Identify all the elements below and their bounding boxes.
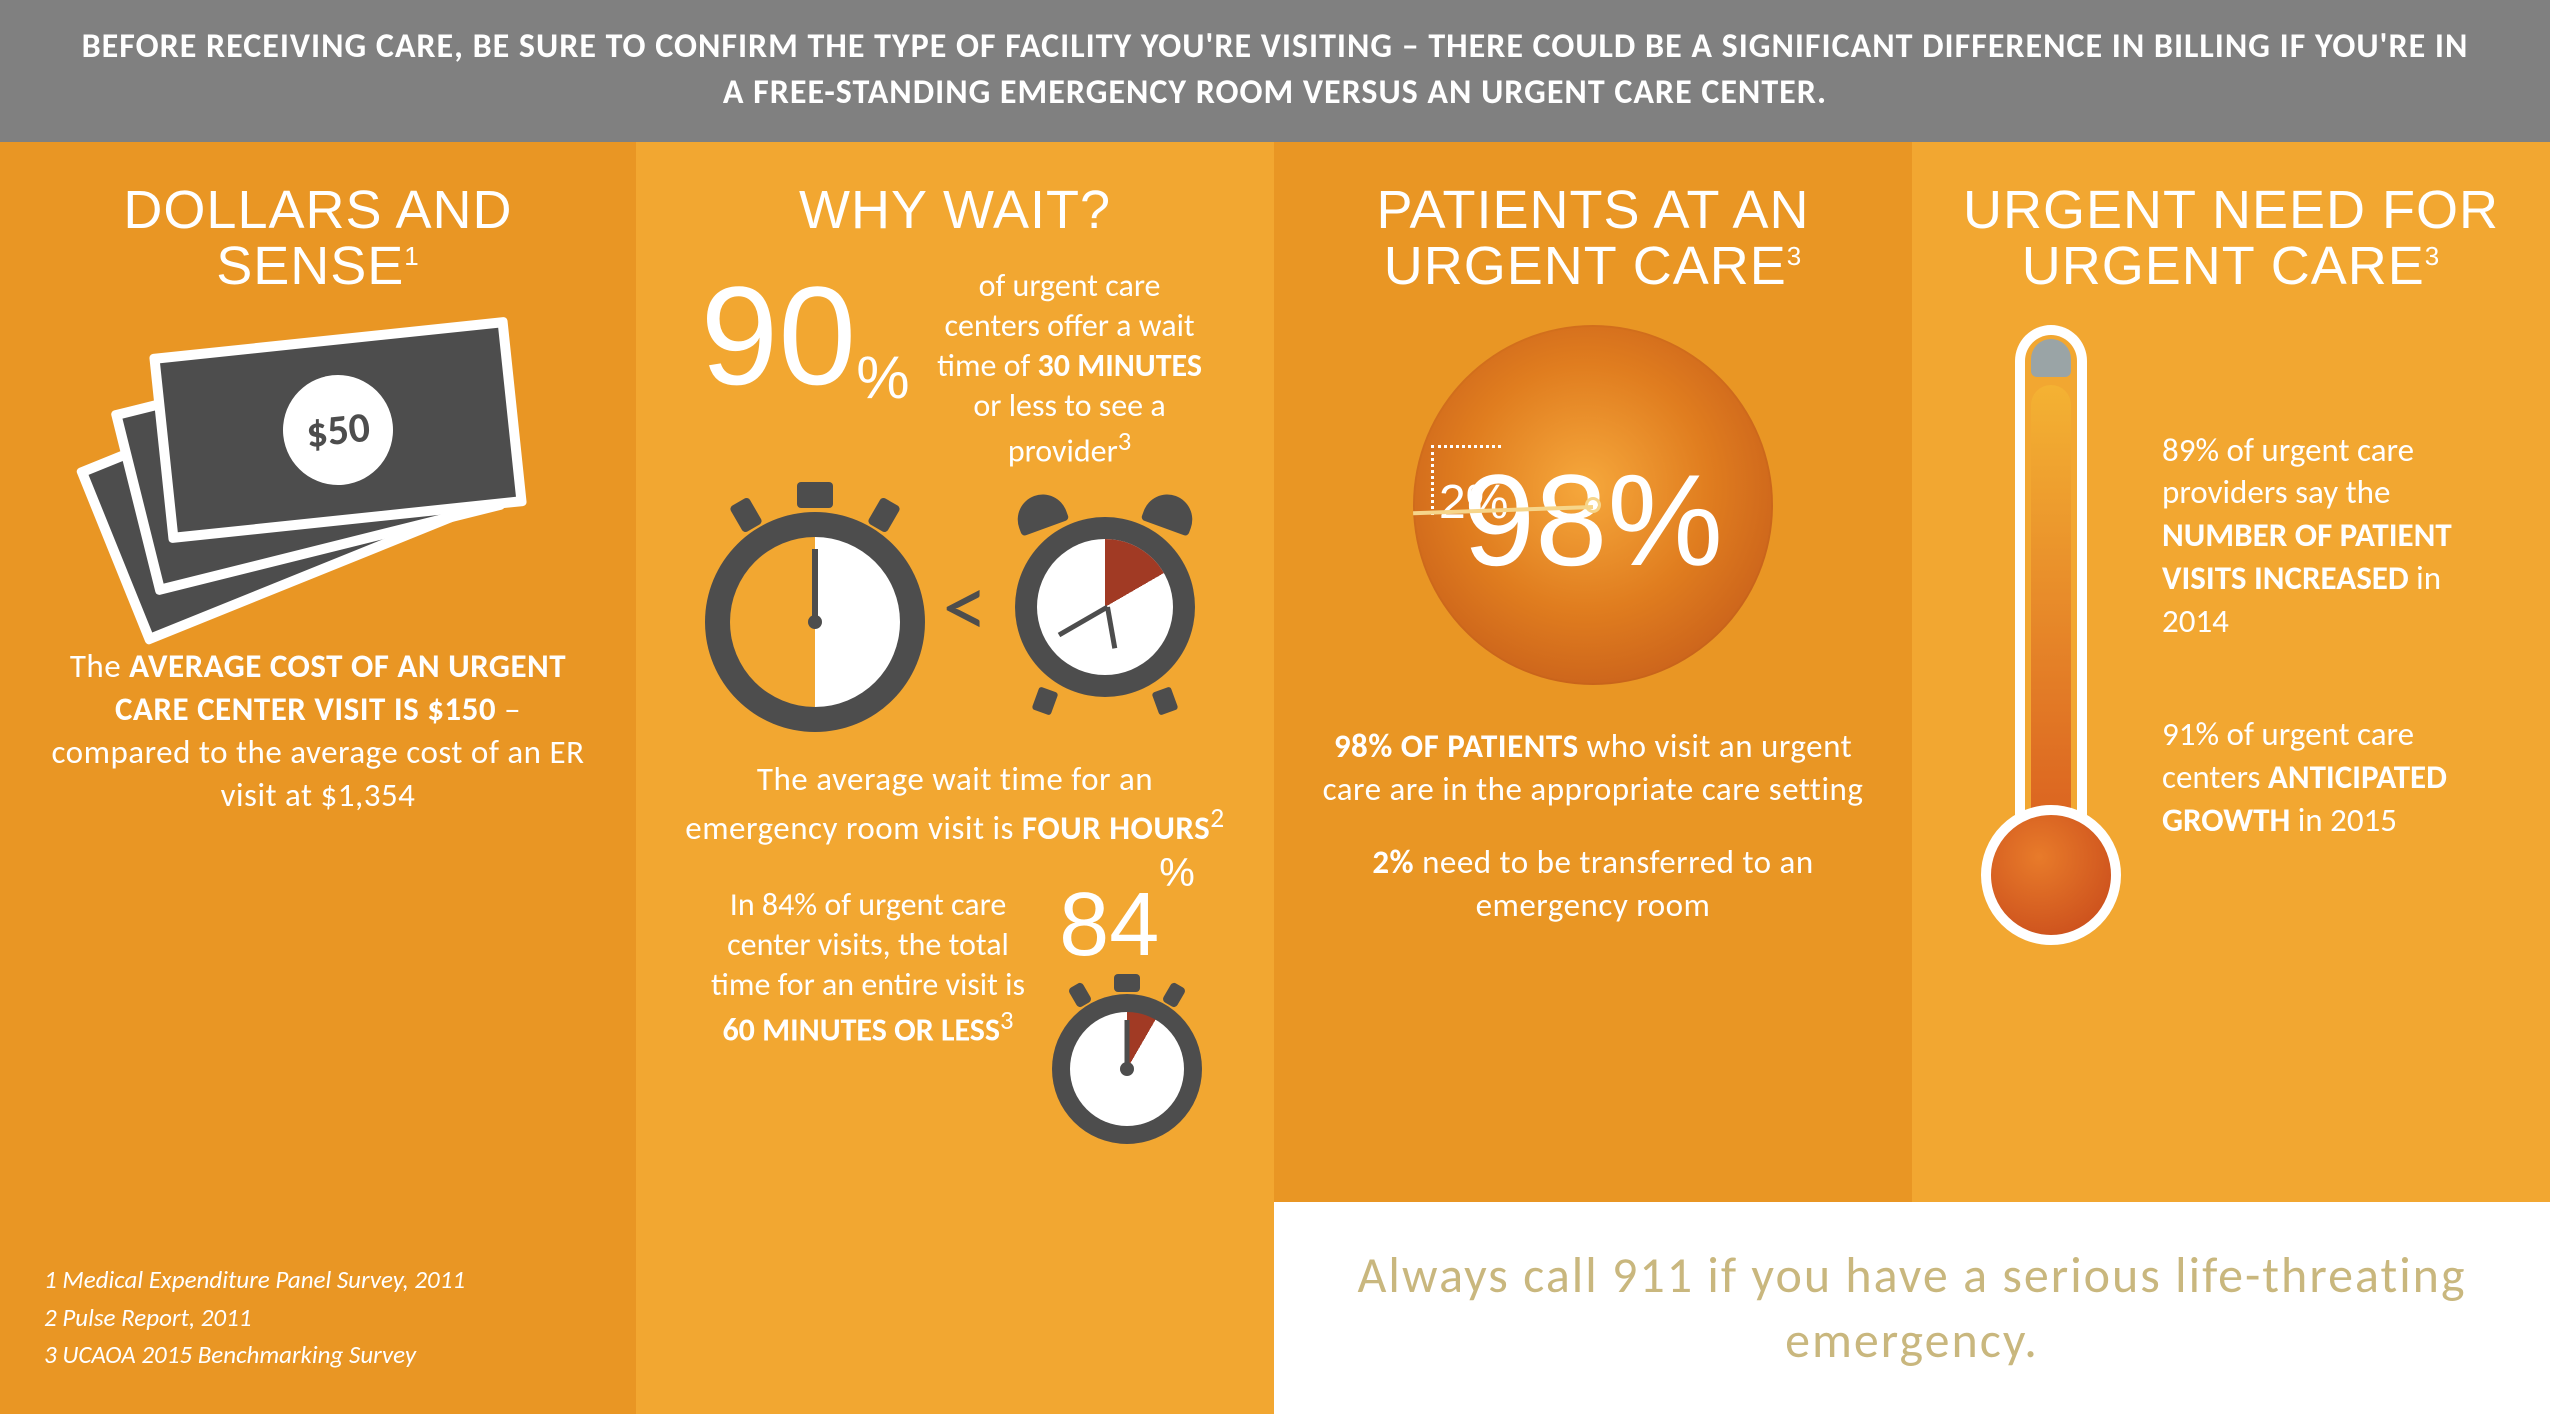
ninety-c: or less to see a provider — [973, 386, 1165, 471]
col1-title-sup: 1 — [404, 241, 419, 271]
col4-title-l1: URGENT NEED FOR — [1963, 180, 2499, 240]
p2c: in 2015 — [2290, 800, 2397, 840]
footnote-3: 3 UCAOA 2015 Benchmarking Survey — [44, 1336, 465, 1374]
ninety-text: of urgent care centers offer a wait time… — [930, 266, 1210, 472]
eightyfour-text: In 84% of urgent care center visits, the… — [708, 885, 1028, 1051]
col-dollars: DOLLARS AND SENSE1 $50 The AVERAGE COST … — [0, 142, 636, 1414]
col4-p1: 89% of urgent care providers say the NUM… — [2162, 429, 2506, 643]
ninety-num: 90 — [700, 257, 856, 414]
col1-body-pre: The — [70, 646, 129, 686]
col4-title-l2: URGENT CARE — [2022, 236, 2425, 296]
footnote-2: 2 Pulse Report, 2011 — [44, 1299, 465, 1337]
emergency-footer: Always call 911 if you have a serious li… — [1274, 1202, 2550, 1414]
col3-title-l1: PATIENTS AT AN — [1376, 180, 1809, 240]
col2-title: WHY WAIT? — [680, 182, 1230, 239]
footnotes: 1 Medical Expenditure Panel Survey, 2011… — [44, 1261, 465, 1374]
col2-mid-b: FOUR HOURS — [1022, 808, 1210, 848]
thermo-row: 89% of urgent care providers say the NUM… — [1956, 325, 2506, 945]
eightyfour-row: In 84% of urgent care center visits, the… — [680, 885, 1230, 1144]
col3-b2b: need to be transferred to an emergency r… — [1414, 842, 1814, 925]
right-top: PATIENTS AT AN URGENT CARE3 2% 98% 98% O… — [1274, 142, 2550, 1202]
col1-title: DOLLARS AND SENSE1 — [44, 182, 592, 295]
ninety-pct-value: 90% — [700, 266, 909, 406]
eightyfour-value: 84% — [1052, 885, 1202, 1144]
low-a: In 84% of urgent care center visits, the… — [711, 885, 1025, 1004]
pie-chart: 2% 98% — [1318, 325, 1868, 685]
clocks-row: < — [680, 482, 1230, 732]
col-urgentneed: URGENT NEED FOR URGENT CARE3 89% of urge… — [1912, 142, 2550, 1202]
col4-title: URGENT NEED FOR URGENT CARE3 — [1956, 182, 2506, 295]
col3-title-sup: 3 — [1787, 241, 1802, 271]
pie-label-98pct: 98% — [1463, 445, 1723, 595]
columns-grid: DOLLARS AND SENSE1 $50 The AVERAGE COST … — [0, 142, 2550, 1414]
col3-title: PATIENTS AT AN URGENT CARE3 — [1318, 182, 1868, 295]
top-banner: BEFORE RECEIVING CARE, BE SURE TO CONFIR… — [0, 0, 2550, 142]
mini-stopwatch-icon — [1052, 974, 1202, 1144]
thermometer-icon — [1976, 325, 2126, 945]
col4-p2: 91% of urgent care centers ANTICIPATED G… — [2162, 713, 2506, 842]
col1-title-text: DOLLARS AND SENSE — [123, 180, 512, 297]
col4-title-sup: 3 — [2425, 241, 2440, 271]
ninety-b: 30 MINUTES — [1038, 346, 1202, 385]
low-sup: 3 — [1000, 1005, 1014, 1037]
col3-body2: 2% need to be transferred to an emergenc… — [1318, 841, 1868, 927]
col3-b1a: 98% OF PATIENTS — [1334, 726, 1579, 766]
ninety-sup: 3 — [1118, 426, 1132, 458]
thermo-text: 89% of urgent care providers say the NUM… — [2162, 325, 2506, 945]
alarm-clock-icon — [1005, 507, 1205, 707]
low-sym: % — [1159, 851, 1195, 895]
stopwatch-icon — [705, 482, 925, 732]
col3-title-l2: URGENT CARE — [1384, 236, 1787, 296]
ninety-sym: % — [856, 344, 909, 411]
col2-mid: The average wait time for an emergency r… — [680, 758, 1230, 850]
col3-body1: 98% OF PATIENTS who visit an urgent care… — [1318, 725, 1868, 811]
col-whywait: WHY WAIT? 90% of urgent care centers off… — [636, 142, 1274, 1414]
ninety-pct-row: 90% of urgent care centers offer a wait … — [680, 266, 1230, 472]
right-stack: PATIENTS AT AN URGENT CARE3 2% 98% 98% O… — [1274, 142, 2550, 1414]
col1-body: The AVERAGE COST OF AN URGENT CARE CENTE… — [44, 645, 592, 817]
col3-b2a: 2% — [1372, 842, 1414, 882]
col-patients: PATIENTS AT AN URGENT CARE3 2% 98% 98% O… — [1274, 142, 1912, 1202]
low-b: 60 MINUTES OR LESS — [722, 1011, 1000, 1050]
money-icon: $50 — [44, 325, 592, 605]
low-num: 84 — [1059, 875, 1159, 975]
bill-amount: $50 — [278, 370, 399, 491]
p1a: 89% of urgent care providers say the — [2162, 430, 2414, 513]
less-than-icon: < — [943, 552, 988, 662]
footnote-1: 1 Medical Expenditure Panel Survey, 2011 — [44, 1261, 465, 1299]
col2-mid-sup: 2 — [1210, 802, 1224, 835]
